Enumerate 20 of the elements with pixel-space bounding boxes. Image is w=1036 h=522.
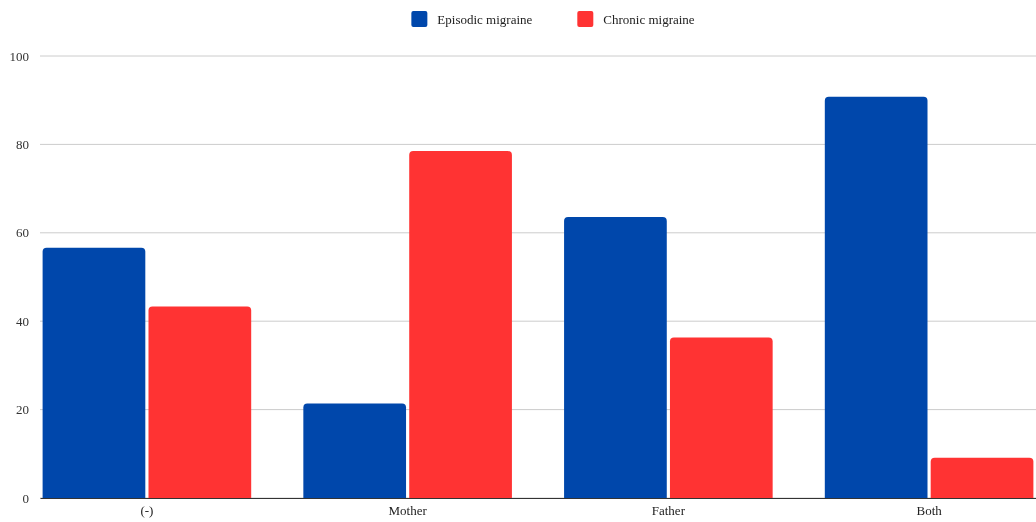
bar xyxy=(148,306,252,498)
y-tick-label: 60 xyxy=(16,225,29,241)
x-tick-label: Both xyxy=(916,503,943,519)
bar xyxy=(564,216,667,498)
bar xyxy=(303,403,407,498)
bar xyxy=(669,337,773,498)
x-tick-label: Father xyxy=(651,503,686,519)
y-tick-label: 20 xyxy=(16,402,29,418)
x-tick-label: Mother xyxy=(388,503,428,519)
y-tick-label: 100 xyxy=(9,48,29,64)
bar xyxy=(409,151,512,498)
legend-label: Chronic migraine xyxy=(603,12,695,27)
y-tick-label: 0 xyxy=(22,490,29,506)
x-tick-label: (-) xyxy=(140,503,154,519)
bar xyxy=(930,457,1034,498)
y-tick-label: 40 xyxy=(16,313,29,329)
legend-label: Episodic migraine xyxy=(437,12,533,27)
bar xyxy=(42,247,146,498)
y-tick-label: 80 xyxy=(16,137,29,153)
bar xyxy=(824,96,928,498)
